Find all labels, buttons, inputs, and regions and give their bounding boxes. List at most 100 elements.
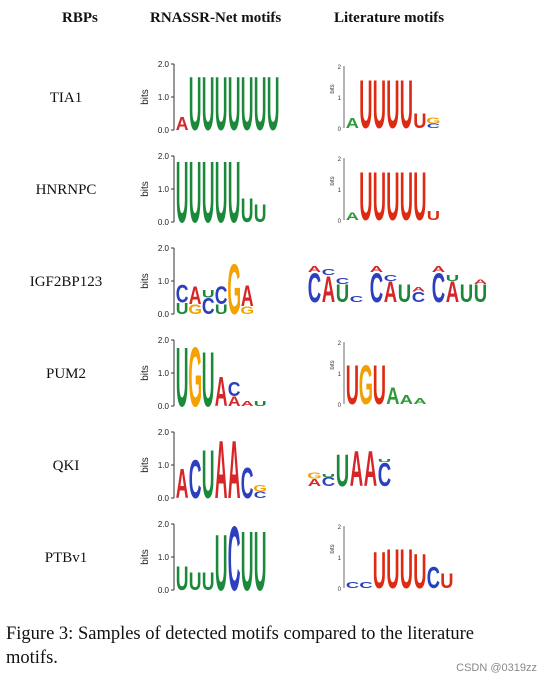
nucleotide-c: C (412, 289, 425, 306)
nucleotide-a: A (432, 265, 445, 274)
rbp-label: QKI (52, 458, 80, 474)
nucleotide-c: C (228, 379, 241, 402)
nucleotide-u: U (440, 570, 453, 594)
ytick-label: 1.0 (158, 369, 170, 378)
nucleotide-c: C (202, 294, 215, 320)
nucleotide-g: G (359, 353, 373, 414)
nucleotide-c: C (427, 561, 440, 595)
nucleotide-u: U (215, 61, 228, 138)
nucleotide-u: U (202, 436, 215, 506)
nucleotide-a: A (412, 286, 425, 293)
lit-ytick-label: 1 (338, 556, 342, 562)
nucleotide-u: U (413, 157, 426, 230)
nucleotide-g: G (253, 483, 267, 493)
rbp-label: PTBv1 (44, 550, 88, 566)
nucleotide-u: U (378, 458, 391, 463)
nucleotide-c: C (176, 279, 189, 308)
header-rnassr-net-motifs: RNASSR-Net motifs (150, 10, 282, 26)
nucleotide-a: A (176, 114, 189, 134)
literature-logo-qki: AG CU U A A CU (307, 441, 391, 497)
nucleotide-a: A (346, 211, 359, 223)
rbp-label: PUM2 (45, 366, 86, 382)
rbp-label: HNRNPC (35, 182, 97, 198)
ylabel-bits: bits (140, 457, 151, 473)
nucleotide-u: U (373, 543, 386, 598)
nucleotide-u: U (189, 61, 202, 138)
nucleotide-u: U (254, 61, 267, 138)
ylabel-bits: bits (140, 365, 151, 381)
figure-caption: Figure 3: Samples of detected motifs com… (6, 624, 475, 668)
nucleotide-a: A (474, 278, 487, 285)
ytick-label: 1.0 (158, 553, 170, 562)
watermark-credit: CSDN @0319zz (456, 662, 537, 674)
header-rbps: RBPs (62, 10, 98, 26)
nucleotide-a: A (228, 426, 241, 506)
nucleotide-u: U (413, 543, 426, 598)
ytick-label: 2.0 (158, 152, 170, 161)
lit-ytick-label: 0 (338, 127, 342, 133)
nucleotide-c: C (241, 460, 254, 506)
nucleotide-u: U (215, 303, 228, 318)
nucleotide-u: U (373, 65, 386, 138)
nucleotide-u: U (400, 537, 413, 598)
nucleotide-g: G (426, 116, 440, 126)
nucleotide-g: G (188, 334, 202, 414)
nucleotide-a: A (384, 277, 397, 309)
nucleotide-c: C (359, 581, 372, 591)
ytick-label: 2.0 (158, 336, 170, 345)
lit-ylabel-bits: bits (330, 176, 336, 185)
ytick-label: 1.0 (158, 185, 170, 194)
nucleotide-u: U (398, 279, 411, 307)
ylabel-bits: bits (140, 273, 151, 289)
nucleotide-a: A (364, 441, 377, 497)
nucleotide-u: U (427, 209, 440, 223)
lit-ylabel-bits: bits (330, 544, 336, 553)
nucleotide-u: U (254, 518, 267, 598)
ytick-label: 1.0 (158, 461, 170, 470)
nucleotide-u: U (202, 61, 215, 138)
nucleotide-u: U (228, 150, 241, 230)
nucleotide-u: U (215, 518, 228, 598)
nucleotide-u: U (202, 150, 215, 230)
nucleotide-a: A (322, 269, 335, 311)
nucleotide-a: A (228, 395, 241, 410)
nucleotide-g: G (307, 472, 321, 481)
ytick-label: 1.0 (158, 277, 170, 286)
nucleotide-a: A (400, 393, 414, 407)
rbp-label: TIA1 (49, 90, 83, 106)
nucleotide-u: U (189, 150, 202, 230)
nucleotide-g: G (227, 249, 241, 322)
rbp-label: IGF2BP123 (29, 274, 103, 290)
lit-ytick-label: 2 (338, 157, 342, 163)
nucleotide-a: A (370, 265, 383, 274)
ytick-label: 2.0 (158, 244, 170, 253)
nucleotide-c: C (322, 476, 335, 489)
nucleotide-u: U (215, 150, 228, 230)
nucleotide-c: C (346, 581, 359, 591)
nucleotide-a: A (241, 280, 254, 313)
ylabel-bits: bits (140, 181, 151, 197)
lit-ylabel-bits: bits (330, 84, 336, 93)
nucleotide-u: U (267, 61, 280, 138)
nucleotide-c: C (308, 265, 321, 312)
nucleotide-u: U (359, 157, 372, 230)
nucleotide-c: C (370, 265, 383, 312)
nucleotide-g: G (240, 305, 254, 317)
ylabel-bits: bits (140, 89, 151, 105)
ytick-label: 1.0 (158, 93, 170, 102)
nucleotide-u: U (336, 279, 349, 307)
nucleotide-u: U (413, 110, 426, 134)
nucleotide-a: A (308, 265, 321, 274)
nucleotide-c: C (254, 490, 267, 500)
nucleotide-g: G (188, 303, 202, 318)
ytick-label: 0.0 (158, 586, 170, 595)
nucleotide-u: U (474, 279, 487, 307)
nucleotide-a: A (215, 426, 228, 506)
nucleotide-u: U (176, 150, 189, 230)
ytick-label: 0.0 (158, 310, 170, 319)
